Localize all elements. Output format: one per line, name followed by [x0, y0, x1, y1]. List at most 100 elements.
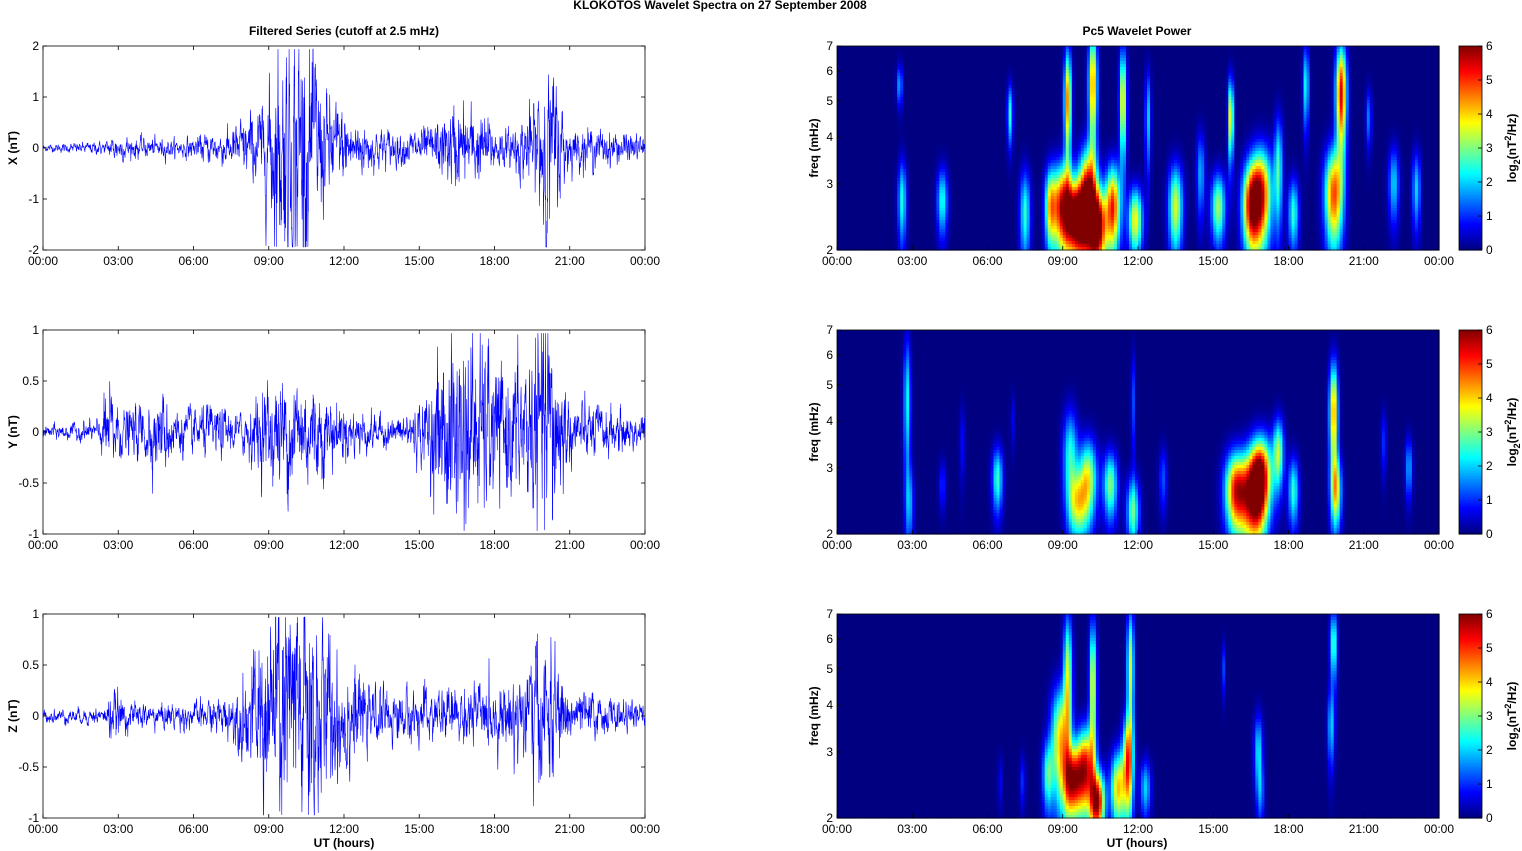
heatmap-cell: [1162, 46, 1166, 50]
heatmap-cell: [1303, 49, 1308, 53]
heatmap-cell: [1128, 61, 1133, 65]
heatmap-cell: [1435, 70, 1440, 74]
heatmap-cell: [846, 76, 850, 80]
heatmap-cell: [1005, 73, 1010, 77]
heatmap-cell: [900, 52, 904, 56]
heatmap-cell: [978, 73, 983, 77]
heatmap-cell: [1159, 67, 1163, 71]
heatmap-cell: [1077, 73, 1082, 77]
heatmap-cell: [987, 49, 992, 53]
heatmap-cell: [879, 76, 883, 80]
heatmap-cell: [1402, 55, 1407, 59]
heatmap-cell: [948, 61, 952, 65]
heatmap-cell: [1159, 58, 1163, 62]
heatmap-cell: [1147, 55, 1151, 59]
heatmap-cell: [1104, 61, 1109, 65]
heatmap-cell: [1074, 64, 1079, 68]
heatmap-cell: [888, 70, 892, 74]
heatmap-cell: [1201, 52, 1205, 56]
heatmap-cell: [1408, 67, 1413, 71]
heatmap-cell: [1426, 64, 1431, 68]
heatmap-cell: [1020, 46, 1025, 50]
heatmap-cell: [1345, 70, 1350, 74]
heatmap-cell: [1095, 76, 1100, 80]
heatmap-cell: [1411, 73, 1416, 77]
heatmap-cell: [999, 46, 1004, 50]
heatmap-cell: [885, 76, 889, 80]
heatmap-cell: [1273, 64, 1278, 68]
heatmap-cell: [1390, 61, 1395, 65]
heatmap-cell: [1387, 58, 1392, 62]
heatmap-cell: [900, 64, 904, 68]
heatmap-cell: [1420, 49, 1425, 53]
heatmap-cell: [1414, 76, 1419, 80]
heatmap-cell: [1198, 49, 1202, 53]
heatmap-cell: [1141, 70, 1145, 74]
heatmap-cell: [1246, 52, 1250, 56]
heatmap-cell: [1110, 61, 1115, 65]
heatmap-cell: [1207, 46, 1211, 50]
heatmap-cell: [912, 70, 916, 74]
heatmap-cell: [936, 64, 940, 68]
heatmap-cell: [1375, 49, 1380, 53]
x-tick-label: 18:00: [479, 538, 509, 552]
heatmap-cell: [912, 64, 916, 68]
heatmap-cell: [1297, 70, 1302, 74]
heatmap-cell: [1219, 73, 1223, 77]
heatmap-cell: [1231, 46, 1235, 50]
heatmap-cell: [1321, 61, 1326, 65]
heatmap-cell: [1035, 52, 1040, 56]
heatmap-cell: [1273, 55, 1278, 59]
heatmap-cell: [990, 73, 995, 77]
heatmap-cell: [1255, 46, 1259, 50]
heatmap-cell: [1050, 73, 1055, 77]
heatmap-cell: [1153, 55, 1157, 59]
heatmap-cell: [1294, 64, 1299, 68]
heatmap-cell: [858, 58, 862, 62]
heatmap-cell: [1195, 49, 1199, 53]
heatmap-cell: [1432, 67, 1437, 71]
heatmap-cell: [1315, 67, 1320, 71]
heatmap-cell: [1138, 55, 1142, 59]
heatmap-cell: [933, 70, 937, 74]
heatmap-cell: [1026, 61, 1031, 65]
heatmap-cell: [849, 67, 853, 71]
heatmap-cell: [1177, 52, 1181, 56]
heatmap-cell: [1399, 61, 1404, 65]
heatmap-cell: [1053, 52, 1058, 56]
heatmap-cell: [1195, 73, 1199, 77]
heatmap-cell: [1068, 67, 1073, 71]
heatmap-cell: [1255, 76, 1259, 80]
heatmap-cell: [1348, 61, 1353, 65]
heatmap-cell: [840, 67, 844, 71]
heatmap-cell: [1420, 52, 1425, 56]
heatmap-cell: [1165, 73, 1169, 77]
signal-line: [42, 48, 646, 248]
heatmap-cell: [930, 52, 934, 56]
heatmap-cell: [1267, 49, 1272, 53]
heatmap-cell: [1381, 52, 1386, 56]
heatmap-cell: [1390, 64, 1395, 68]
heatmap-cell: [1393, 64, 1398, 68]
heatmap-cell: [1279, 70, 1284, 74]
heatmap-cell: [915, 61, 919, 65]
heatmap-cell: [1279, 58, 1284, 62]
heatmap-cell: [1309, 58, 1314, 62]
heatmap-cell: [1138, 49, 1142, 53]
heatmap-cell: [1125, 73, 1130, 77]
heatmap-cell: [930, 55, 934, 59]
heatmap-cell: [1192, 61, 1196, 65]
heatmap-cell: [858, 67, 862, 71]
heatmap-cell: [1062, 67, 1067, 71]
heatmap-cell: [1378, 61, 1383, 65]
heatmap-cell: [1083, 55, 1088, 59]
heatmap-cell: [1276, 70, 1281, 74]
heatmap-cell: [1023, 70, 1028, 74]
figure-suptitle: KLOKOTOS Wavelet Spectra on 27 September…: [573, 0, 867, 12]
heatmap-cell: [1432, 64, 1437, 68]
heatmap-cell: [933, 55, 937, 59]
heatmap-cell: [1210, 55, 1214, 59]
heatmap-cell: [1032, 58, 1037, 62]
heatmap-cell: [1315, 58, 1320, 62]
heatmap-cell: [930, 61, 934, 65]
